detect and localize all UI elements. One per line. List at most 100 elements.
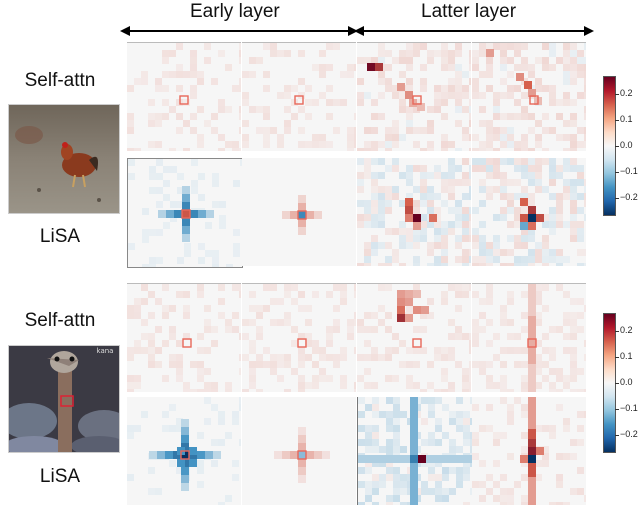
heatmap-cell bbox=[385, 78, 392, 85]
heatmap-cell bbox=[392, 165, 399, 172]
heatmap-cell bbox=[163, 180, 170, 187]
heatmap-cell bbox=[149, 173, 156, 180]
heatmap-cell bbox=[486, 71, 493, 78]
heatmap-cell bbox=[570, 141, 577, 148]
heatmap-cell bbox=[455, 165, 462, 172]
heatmap-cell bbox=[169, 354, 176, 361]
heatmap-cell bbox=[197, 291, 204, 298]
heatmap-cell bbox=[493, 439, 500, 446]
heatmap-cell bbox=[156, 201, 163, 208]
heatmap-cell bbox=[420, 221, 427, 228]
heatmap-cell bbox=[163, 222, 170, 229]
heatmap-cell bbox=[386, 411, 393, 418]
heatmap-cell bbox=[405, 91, 413, 99]
heatmap-cell bbox=[535, 78, 542, 85]
heatmap-cell bbox=[149, 257, 156, 264]
heatmap-cell bbox=[169, 305, 176, 312]
heatmap-cell bbox=[472, 134, 479, 141]
lisa-label-1: LiSA bbox=[39, 226, 81, 247]
heatmap-cell bbox=[232, 85, 239, 92]
heatmap-cell bbox=[427, 221, 434, 228]
heatmap-cell bbox=[563, 134, 570, 141]
heatmap-cell bbox=[213, 451, 221, 459]
heatmap-cell bbox=[326, 340, 333, 347]
heatmap-cell bbox=[500, 172, 507, 179]
heatmap-cell bbox=[549, 127, 556, 134]
heatmap-cell bbox=[462, 106, 469, 113]
heatmap-cell bbox=[270, 354, 277, 361]
heatmap-cell bbox=[542, 305, 549, 312]
heatmap-cell bbox=[413, 222, 421, 230]
heatmap-cell bbox=[577, 368, 584, 375]
colorbar-tick-label: −0.2 bbox=[620, 192, 638, 202]
heatmap-cell bbox=[142, 264, 149, 267]
heatmap-cell bbox=[507, 319, 514, 326]
heatmap-cell bbox=[434, 207, 441, 214]
heatmap-cell bbox=[127, 85, 134, 92]
heatmap-cell bbox=[528, 200, 535, 207]
heatmap-cell bbox=[314, 451, 322, 459]
colorbar-tick-mark bbox=[615, 146, 619, 147]
heatmap-cell bbox=[521, 242, 528, 249]
query-box bbox=[297, 450, 307, 460]
heatmap-cell bbox=[528, 300, 536, 308]
heatmap-cell bbox=[528, 179, 535, 186]
heatmap-cell bbox=[535, 368, 542, 375]
heatmap-cell bbox=[333, 284, 340, 291]
heatmap-cell bbox=[312, 99, 319, 106]
heatmap-cell bbox=[127, 148, 134, 151]
heatmap-cell bbox=[393, 425, 400, 432]
heatmap-cell bbox=[364, 354, 371, 361]
heatmap-cell bbox=[516, 73, 524, 81]
heatmap-cell bbox=[134, 340, 141, 347]
heatmap-cell bbox=[204, 389, 211, 392]
heatmap-cell bbox=[174, 210, 182, 218]
heatmap-cell bbox=[263, 284, 270, 291]
heatmap-cell bbox=[528, 455, 536, 463]
heatmap-cell bbox=[225, 432, 232, 439]
heatmap-cell bbox=[535, 242, 542, 249]
heatmap-cell bbox=[263, 361, 270, 368]
heatmap-cell bbox=[441, 228, 448, 235]
heatmap-cell bbox=[397, 290, 405, 298]
heatmap-cell bbox=[232, 474, 239, 481]
heatmap-cell bbox=[493, 186, 500, 193]
heatmap-cell bbox=[400, 411, 407, 418]
heatmap-cell bbox=[393, 404, 400, 411]
heatmap-cell bbox=[570, 78, 577, 85]
heatmap-cell bbox=[493, 106, 500, 113]
heatmap-cell bbox=[469, 340, 471, 347]
heatmap-cell bbox=[270, 361, 277, 368]
heatmap-cell bbox=[127, 113, 134, 120]
heatmap-cell bbox=[479, 460, 486, 467]
heatmap-cell bbox=[435, 488, 442, 495]
heatmap-cell bbox=[420, 235, 427, 242]
heatmap-cell bbox=[549, 179, 556, 186]
heatmap-cell bbox=[399, 340, 406, 347]
heatmap-cell bbox=[218, 50, 225, 57]
heatmap-cell bbox=[563, 333, 570, 340]
heatmap-cell bbox=[340, 284, 347, 291]
heatmap-cell bbox=[584, 57, 586, 64]
heatmap-cell bbox=[500, 92, 507, 99]
heatmap-cell bbox=[528, 235, 535, 242]
heatmap-cell bbox=[570, 361, 577, 368]
heatmap-cell bbox=[472, 78, 479, 85]
heatmap-cell bbox=[434, 172, 441, 179]
heatmap-cell bbox=[155, 113, 162, 120]
heatmap-cell bbox=[577, 92, 584, 99]
heatmap-cell bbox=[365, 467, 372, 474]
heatmap-cell bbox=[528, 356, 536, 364]
heatmap-cell bbox=[528, 388, 536, 392]
heatmap-cell bbox=[155, 141, 162, 148]
heatmap-cell bbox=[577, 425, 584, 432]
heatmap-cell bbox=[486, 249, 493, 256]
heatmap-cell bbox=[176, 43, 183, 50]
heatmap-cell bbox=[148, 113, 155, 120]
heatmap-cell bbox=[528, 256, 535, 263]
heatmap-cell bbox=[378, 43, 385, 50]
heatmap-cell bbox=[420, 127, 427, 134]
heatmap-cell bbox=[462, 92, 469, 99]
heatmap-cell bbox=[427, 141, 434, 148]
heatmap-cell bbox=[385, 207, 392, 214]
